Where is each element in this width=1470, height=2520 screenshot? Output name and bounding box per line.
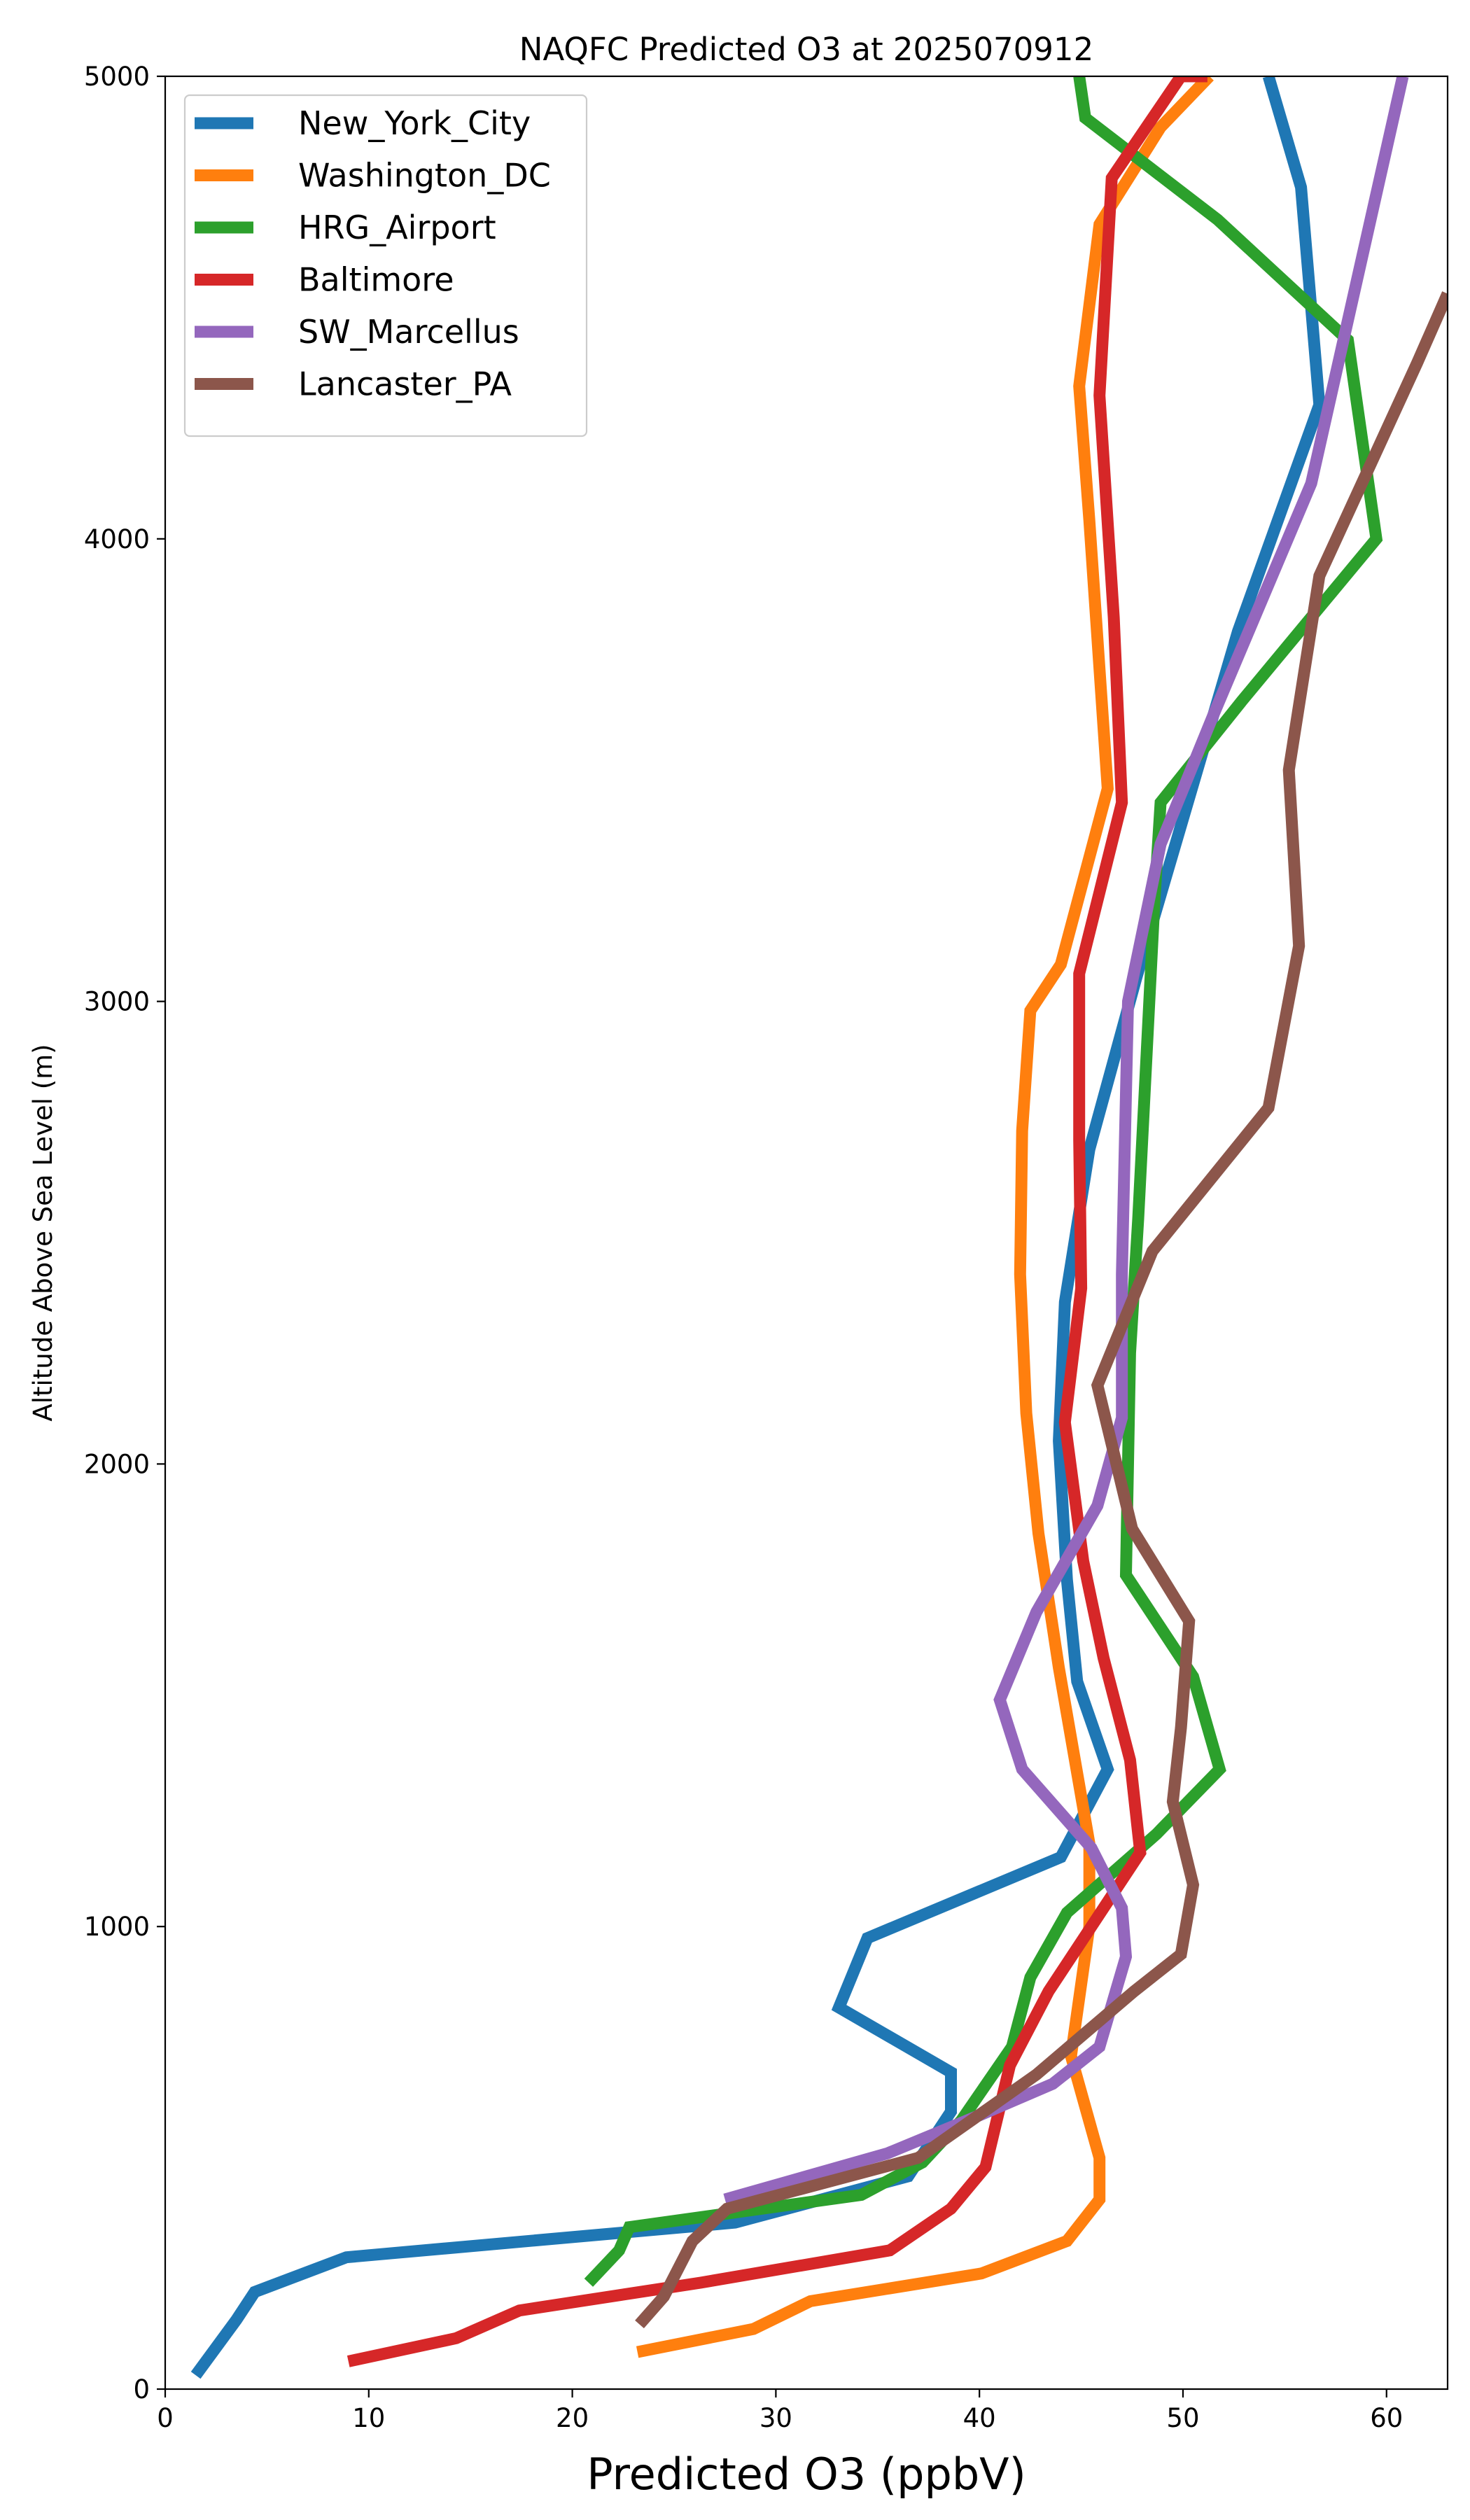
series-line-sw-marcellus — [723, 76, 1409, 2206]
legend-label: SW_Marcellus — [298, 313, 519, 351]
series-line-washington-dc — [636, 76, 1214, 2358]
y-tick-label: 3000 — [84, 987, 150, 1017]
x-tick-label: 50 — [1166, 2403, 1199, 2433]
legend-label: Baltimore — [298, 261, 454, 299]
series-lines — [190, 76, 1448, 2379]
x-tick-label: 20 — [556, 2403, 589, 2433]
series-line-baltimore — [346, 76, 1208, 2367]
x-tick-label: 10 — [352, 2403, 385, 2433]
y-axis-label: Altitude Above Sea Level (m) — [28, 1044, 58, 1421]
chart-title: NAQFC Predicted O3 at 2025070912 — [519, 31, 1093, 68]
series-line-hrg-airport — [584, 76, 1383, 2287]
legend-box — [183, 94, 588, 438]
y-tick-label: 4000 — [84, 524, 150, 554]
plot-frame — [164, 75, 1449, 2390]
y-tick-label: 5000 — [84, 62, 150, 92]
legend-label: Washington_DC — [298, 157, 551, 195]
y-tick-label: 1000 — [84, 1912, 150, 1942]
legend-label: Lancaster_PA — [298, 365, 512, 403]
x-axis-label: Predicted O3 (ppbV) — [587, 2449, 1026, 2500]
legend-label: New_York_City — [298, 104, 531, 142]
x-tick-label: 0 — [157, 2403, 174, 2433]
y-tick-label: 0 — [133, 2374, 150, 2404]
y-axis: 0 1000 2000 3000 4000 5000 — [84, 62, 165, 2404]
series-line-lancaster-pa — [635, 291, 1448, 2329]
x-tick-label: 60 — [1370, 2403, 1403, 2433]
x-tick-label: 40 — [963, 2403, 996, 2433]
legend: New_York_City Washington_DC HRG_Airport Bal… — [183, 94, 588, 438]
y-tick-label: 2000 — [84, 1449, 150, 1479]
x-tick-label: 30 — [760, 2403, 792, 2433]
x-axis: 0 10 20 30 40 50 60 — [157, 2389, 1403, 2433]
legend-label: HRG_Airport — [298, 209, 496, 246]
